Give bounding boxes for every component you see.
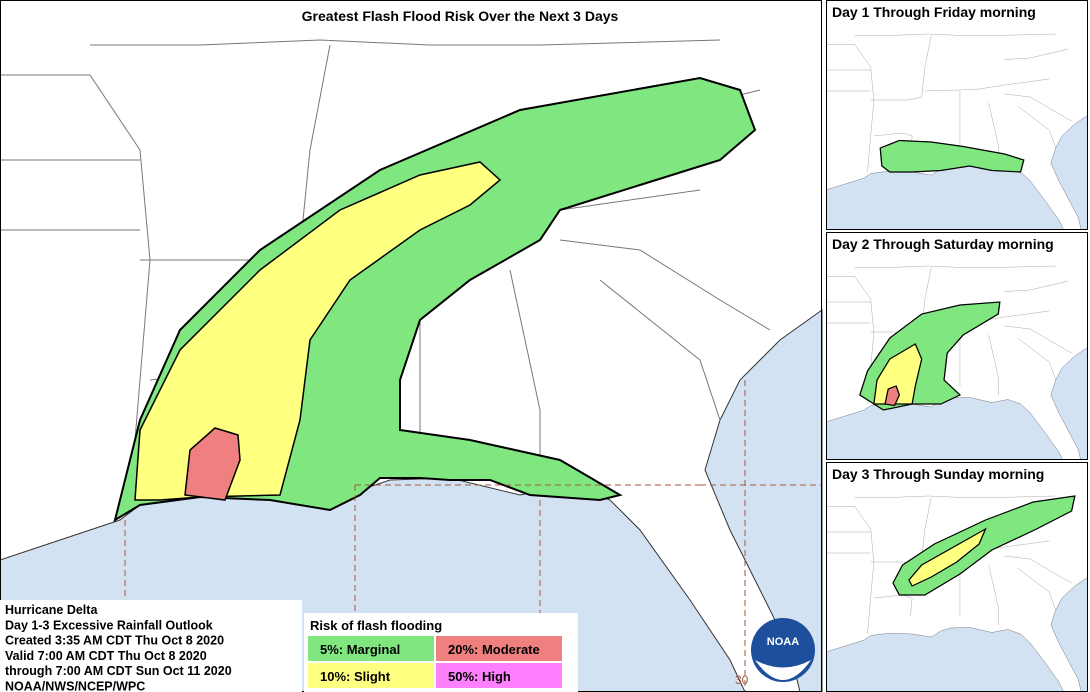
risk-area	[908, 527, 987, 587]
logo-text: NOAA	[767, 636, 799, 648]
legend-swatch	[436, 636, 562, 661]
legend-label: 20%: Moderate	[448, 642, 540, 657]
info-line: Day 1-3 Excessive Rainfall Outlook	[5, 618, 213, 632]
risk-area	[873, 343, 923, 405]
map-label: 30	[735, 673, 749, 687]
panel-title: Day 3 Through Sunday morning	[832, 466, 1044, 482]
title: Greatest Flash Flood Risk Over the Next …	[302, 8, 619, 24]
side-panels: Day 1 Through Friday morning Day 2 Throug…	[826, 0, 1088, 692]
panel	[826, 254, 1088, 460]
panel-title: Day 1 Through Friday morning	[832, 4, 1036, 20]
info-line: through 7:00 AM CDT Sun Oct 11 2020	[5, 664, 232, 678]
panel	[826, 22, 1088, 230]
risk-area	[884, 385, 901, 407]
panel-title: Day 2 Through Saturday morning	[832, 236, 1054, 252]
panel-map	[826, 484, 1088, 692]
legend-swatch	[436, 663, 562, 688]
legend-label: 10%: Slight	[320, 669, 391, 684]
info-line: NOAA/NWS/NCEP/WPC	[5, 680, 145, 692]
moderate-area	[184, 427, 241, 501]
legend-swatch	[308, 636, 434, 661]
panel-map	[826, 22, 1088, 230]
legend-label: 5%: Marginal	[320, 642, 400, 657]
info-line: Valid 7:00 AM CDT Thu Oct 8 2020	[5, 649, 207, 663]
slight-area	[134, 161, 502, 501]
info-line: Hurricane Delta	[5, 603, 98, 617]
legend-title: Risk of flash flooding	[310, 618, 442, 633]
panel	[826, 484, 1088, 692]
main-map: 30 Greatest Flash Flood Risk Over the Ne…	[0, 0, 823, 692]
legend: Risk of flash flooding 5%: Marginal 20%: M…	[304, 613, 578, 692]
panel-map	[826, 254, 1088, 460]
legend-swatch	[308, 663, 434, 688]
info-line: Created 3:35 AM CDT Thu Oct 8 2020	[5, 634, 224, 648]
risk-area	[879, 139, 1025, 173]
legend-label: 50%: High	[448, 669, 511, 684]
noaa-logo: NOAA	[751, 618, 815, 682]
